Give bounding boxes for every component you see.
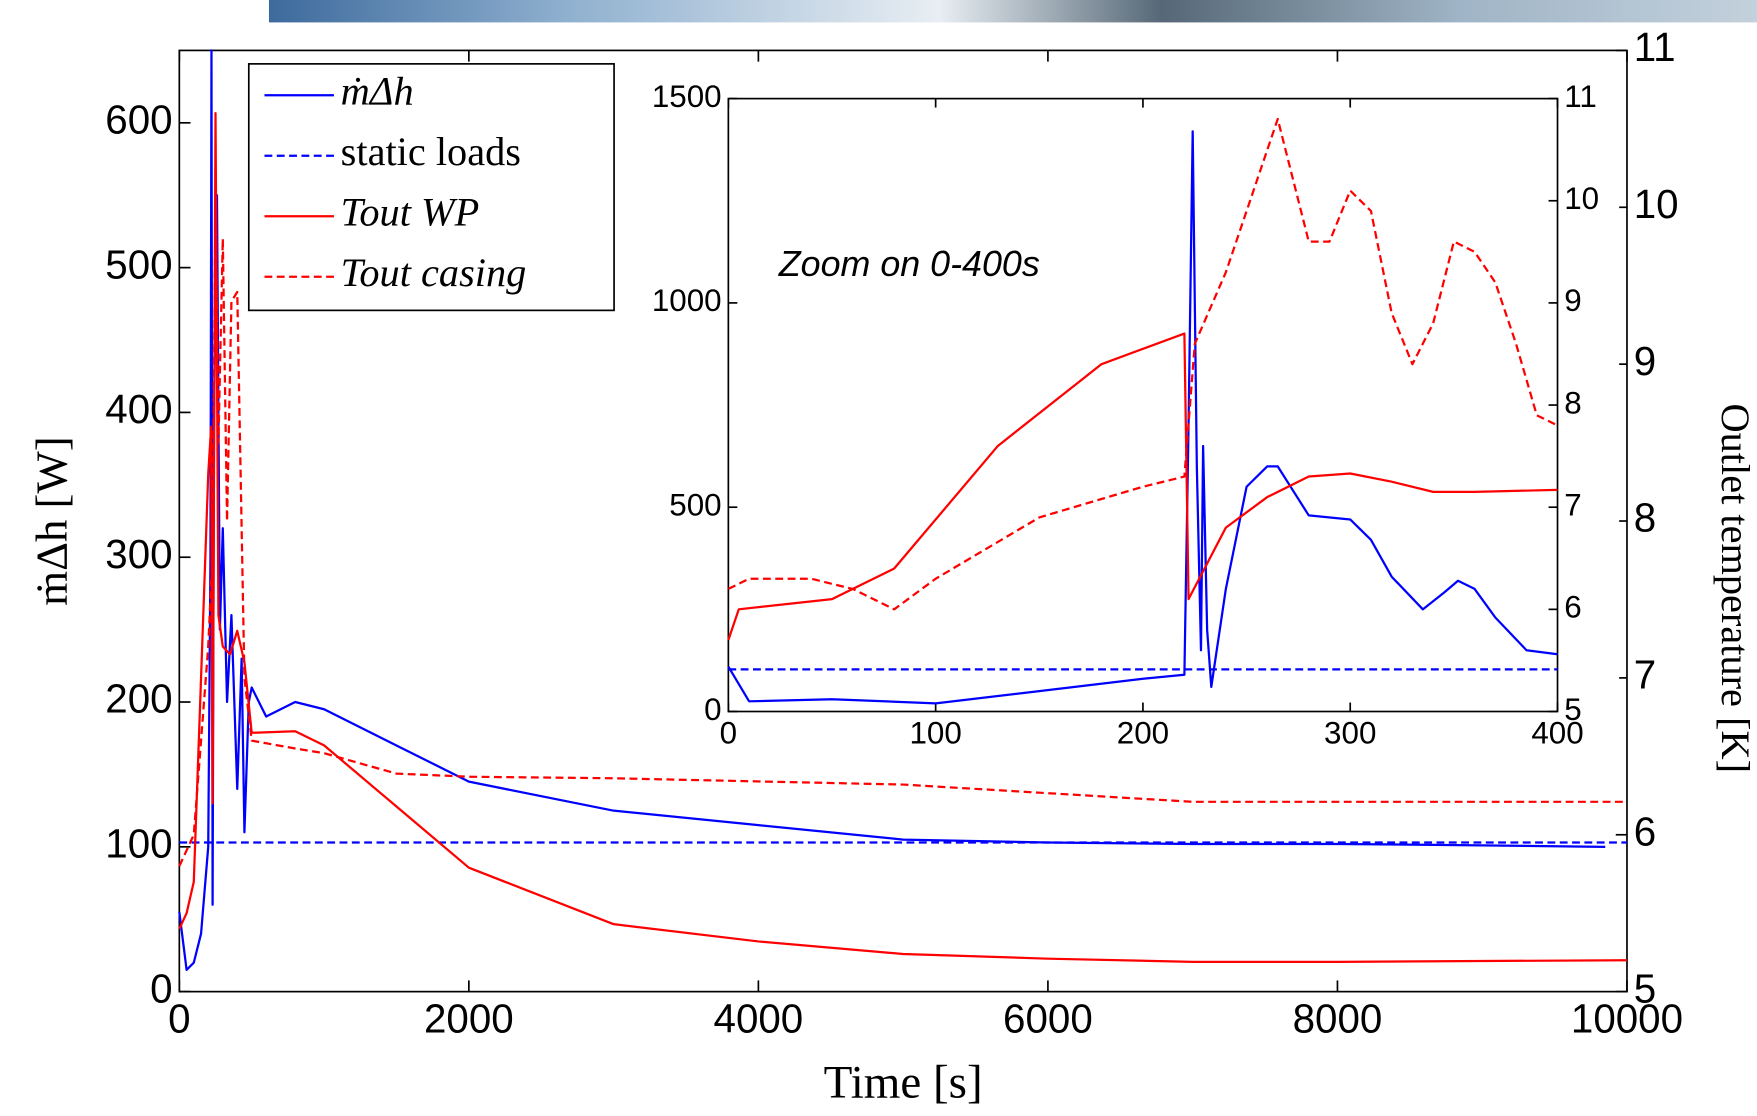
annotation: Zoom on 0-400s [778,244,1040,284]
y2-tick-label: 11 [1564,79,1597,114]
x-tick-label: 10000 [1571,996,1683,1042]
y-tick-label: 1000 [652,283,722,318]
x-tick-label: 0 [720,715,737,750]
y2-tick-label: 9 [1634,338,1656,384]
y-tick-label: 300 [105,531,172,577]
y-axis-title: ṁΔh [W] [26,436,76,605]
y-tick-label: 600 [105,96,172,142]
y2-tick-label: 7 [1564,487,1581,522]
legend-box [247,63,615,312]
legend-label: Tout casing [341,250,527,295]
x-tick-label: 400 [1531,715,1583,750]
y-tick-label: 500 [669,487,721,522]
y2-tick-label: 9 [1564,283,1581,318]
x-axis-title: Time [s] [824,1057,983,1109]
y-tick-label: 400 [105,386,172,432]
x-tick-label: 2000 [424,996,514,1042]
y2-axis-title: Outlet temperature [K] [1713,403,1757,773]
y-tick-label: 100 [105,820,172,866]
x-tick-label: 300 [1324,715,1376,750]
legend-label: Tout WP [341,190,480,235]
y2-tick-label: 5 [1634,965,1656,1011]
y-tick-label: 0 [150,965,172,1011]
y2-tick-label: 10 [1564,181,1599,216]
legend-label: ṁΔh [341,68,414,113]
y2-tick-label: 11 [1634,24,1676,70]
y2-tick-label: 6 [1634,808,1656,854]
y2-tick-label: 10 [1634,181,1679,227]
series-line [727,332,1558,641]
y-tick-label: 500 [105,241,172,287]
y2-tick-label: 8 [1564,385,1581,420]
y2-tick-label: 8 [1634,495,1656,541]
y2-tick-label: 7 [1634,652,1656,698]
series-line [178,190,1627,867]
series-line [727,130,1558,705]
y-tick-label: 1500 [652,79,722,114]
y-tick-label: 200 [105,676,172,722]
x-tick-label: 8000 [1293,996,1383,1042]
x-tick-label: 0 [168,996,190,1042]
background-photo-strip [268,0,1757,23]
series-line [727,117,1559,611]
x-tick-label: 200 [1117,715,1169,750]
x-tick-label: 100 [909,715,961,750]
y-tick-label: 0 [704,692,721,727]
inset-background [621,67,1620,770]
legend-label: static loads [341,129,521,174]
x-tick-label: 6000 [1003,996,1093,1042]
x-tick-label: 4000 [714,996,804,1042]
y2-tick-label: 5 [1564,692,1581,727]
y2-tick-label: 6 [1564,590,1581,625]
